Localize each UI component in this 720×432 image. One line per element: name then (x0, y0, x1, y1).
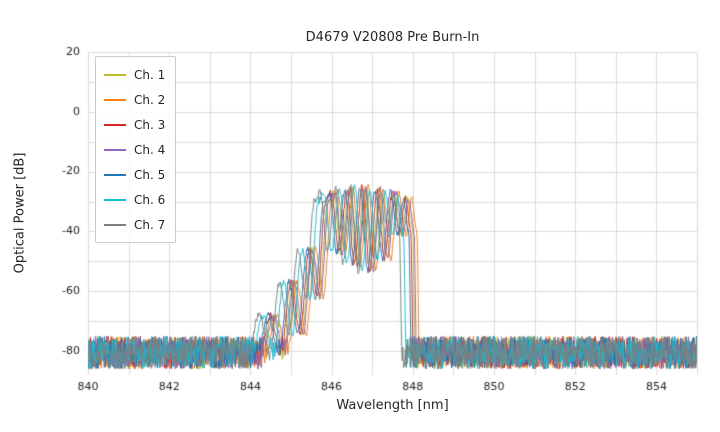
legend-item: Ch. 1 (104, 62, 165, 87)
legend-swatch (104, 98, 126, 101)
legend-swatch (104, 173, 126, 176)
legend-item: Ch. 5 (104, 162, 165, 187)
legend-label: Ch. 2 (134, 92, 166, 107)
legend-swatch (104, 123, 126, 126)
legend-label: Ch. 7 (134, 217, 166, 232)
legend-label: Ch. 3 (134, 117, 166, 132)
legend-label: Ch. 1 (134, 67, 166, 82)
legend-swatch (104, 223, 126, 226)
legend: Ch. 1 Ch. 2 Ch. 3 Ch. 4 Ch. 5 Ch. 6 Ch. 7 (95, 56, 177, 243)
x-axis-label: Wavelength [nm] (336, 398, 449, 413)
legend-label: Ch. 6 (134, 192, 166, 207)
legend-item: Ch. 4 (104, 137, 165, 162)
legend-item: Ch. 6 (104, 187, 165, 212)
legend-swatch (104, 73, 126, 76)
chart-title: D4679 V20808 Pre Burn-In (305, 30, 480, 45)
legend-item: Ch. 7 (104, 212, 165, 237)
legend-item: Ch. 2 (104, 87, 165, 112)
y-axis-label: Optical Power [dB] (12, 152, 28, 274)
legend-swatch (104, 198, 126, 201)
legend-label: Ch. 4 (134, 142, 166, 157)
legend-swatch (104, 148, 126, 151)
legend-item: Ch. 3 (104, 112, 165, 137)
legend-label: Ch. 5 (134, 167, 166, 182)
